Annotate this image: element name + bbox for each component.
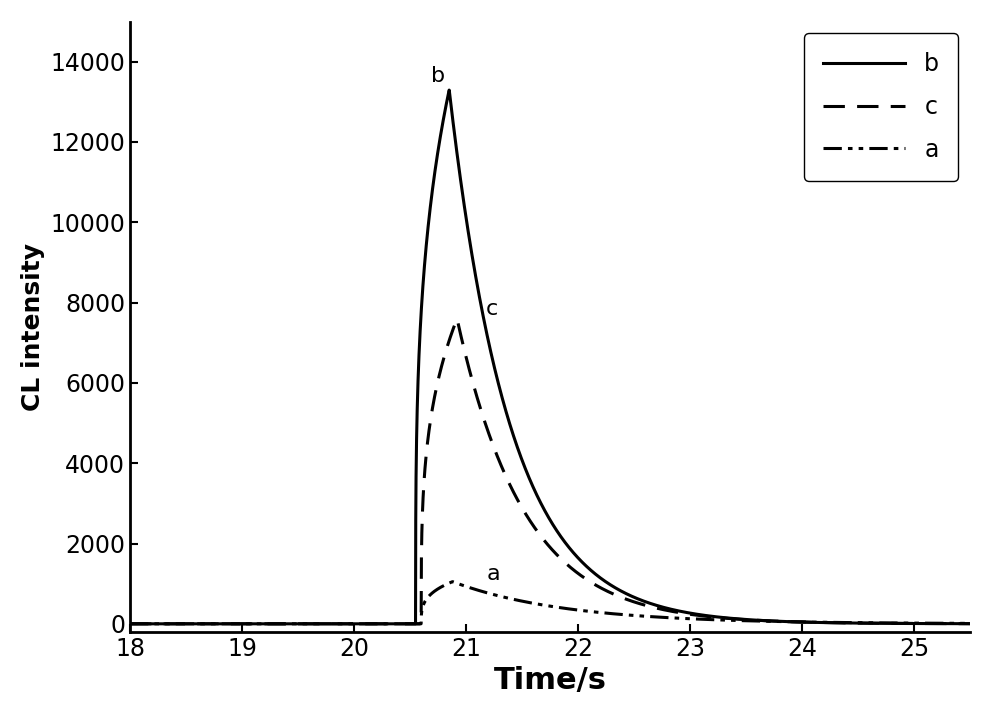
b [443,85,455,94]
Text: a: a [486,564,500,584]
b [428,173,440,182]
X-axis label: Time/s: Time/s [494,666,606,695]
Legend: b, c, a: b, c, a [804,33,958,181]
a [621,610,633,619]
c [621,595,633,604]
a [792,617,804,626]
b [621,589,633,598]
Y-axis label: CL intensity: CL intensity [21,243,45,411]
c [658,605,670,614]
a [124,620,136,628]
a [428,587,440,596]
b [658,603,670,612]
a [447,577,459,586]
b [792,617,804,626]
b [964,620,976,628]
Line: a: a [130,582,970,624]
a [964,619,976,628]
b [124,620,136,628]
Text: c: c [486,299,498,319]
Text: b: b [431,66,445,85]
c [451,314,463,323]
c [124,620,136,628]
Line: b: b [130,90,970,624]
a [747,617,759,625]
c [166,620,178,628]
c [792,617,804,626]
c [747,616,759,625]
b [166,620,178,628]
a [658,613,670,622]
c [964,620,976,628]
Line: c: c [130,319,970,624]
a [166,620,178,628]
c [428,395,440,404]
b [747,615,759,624]
